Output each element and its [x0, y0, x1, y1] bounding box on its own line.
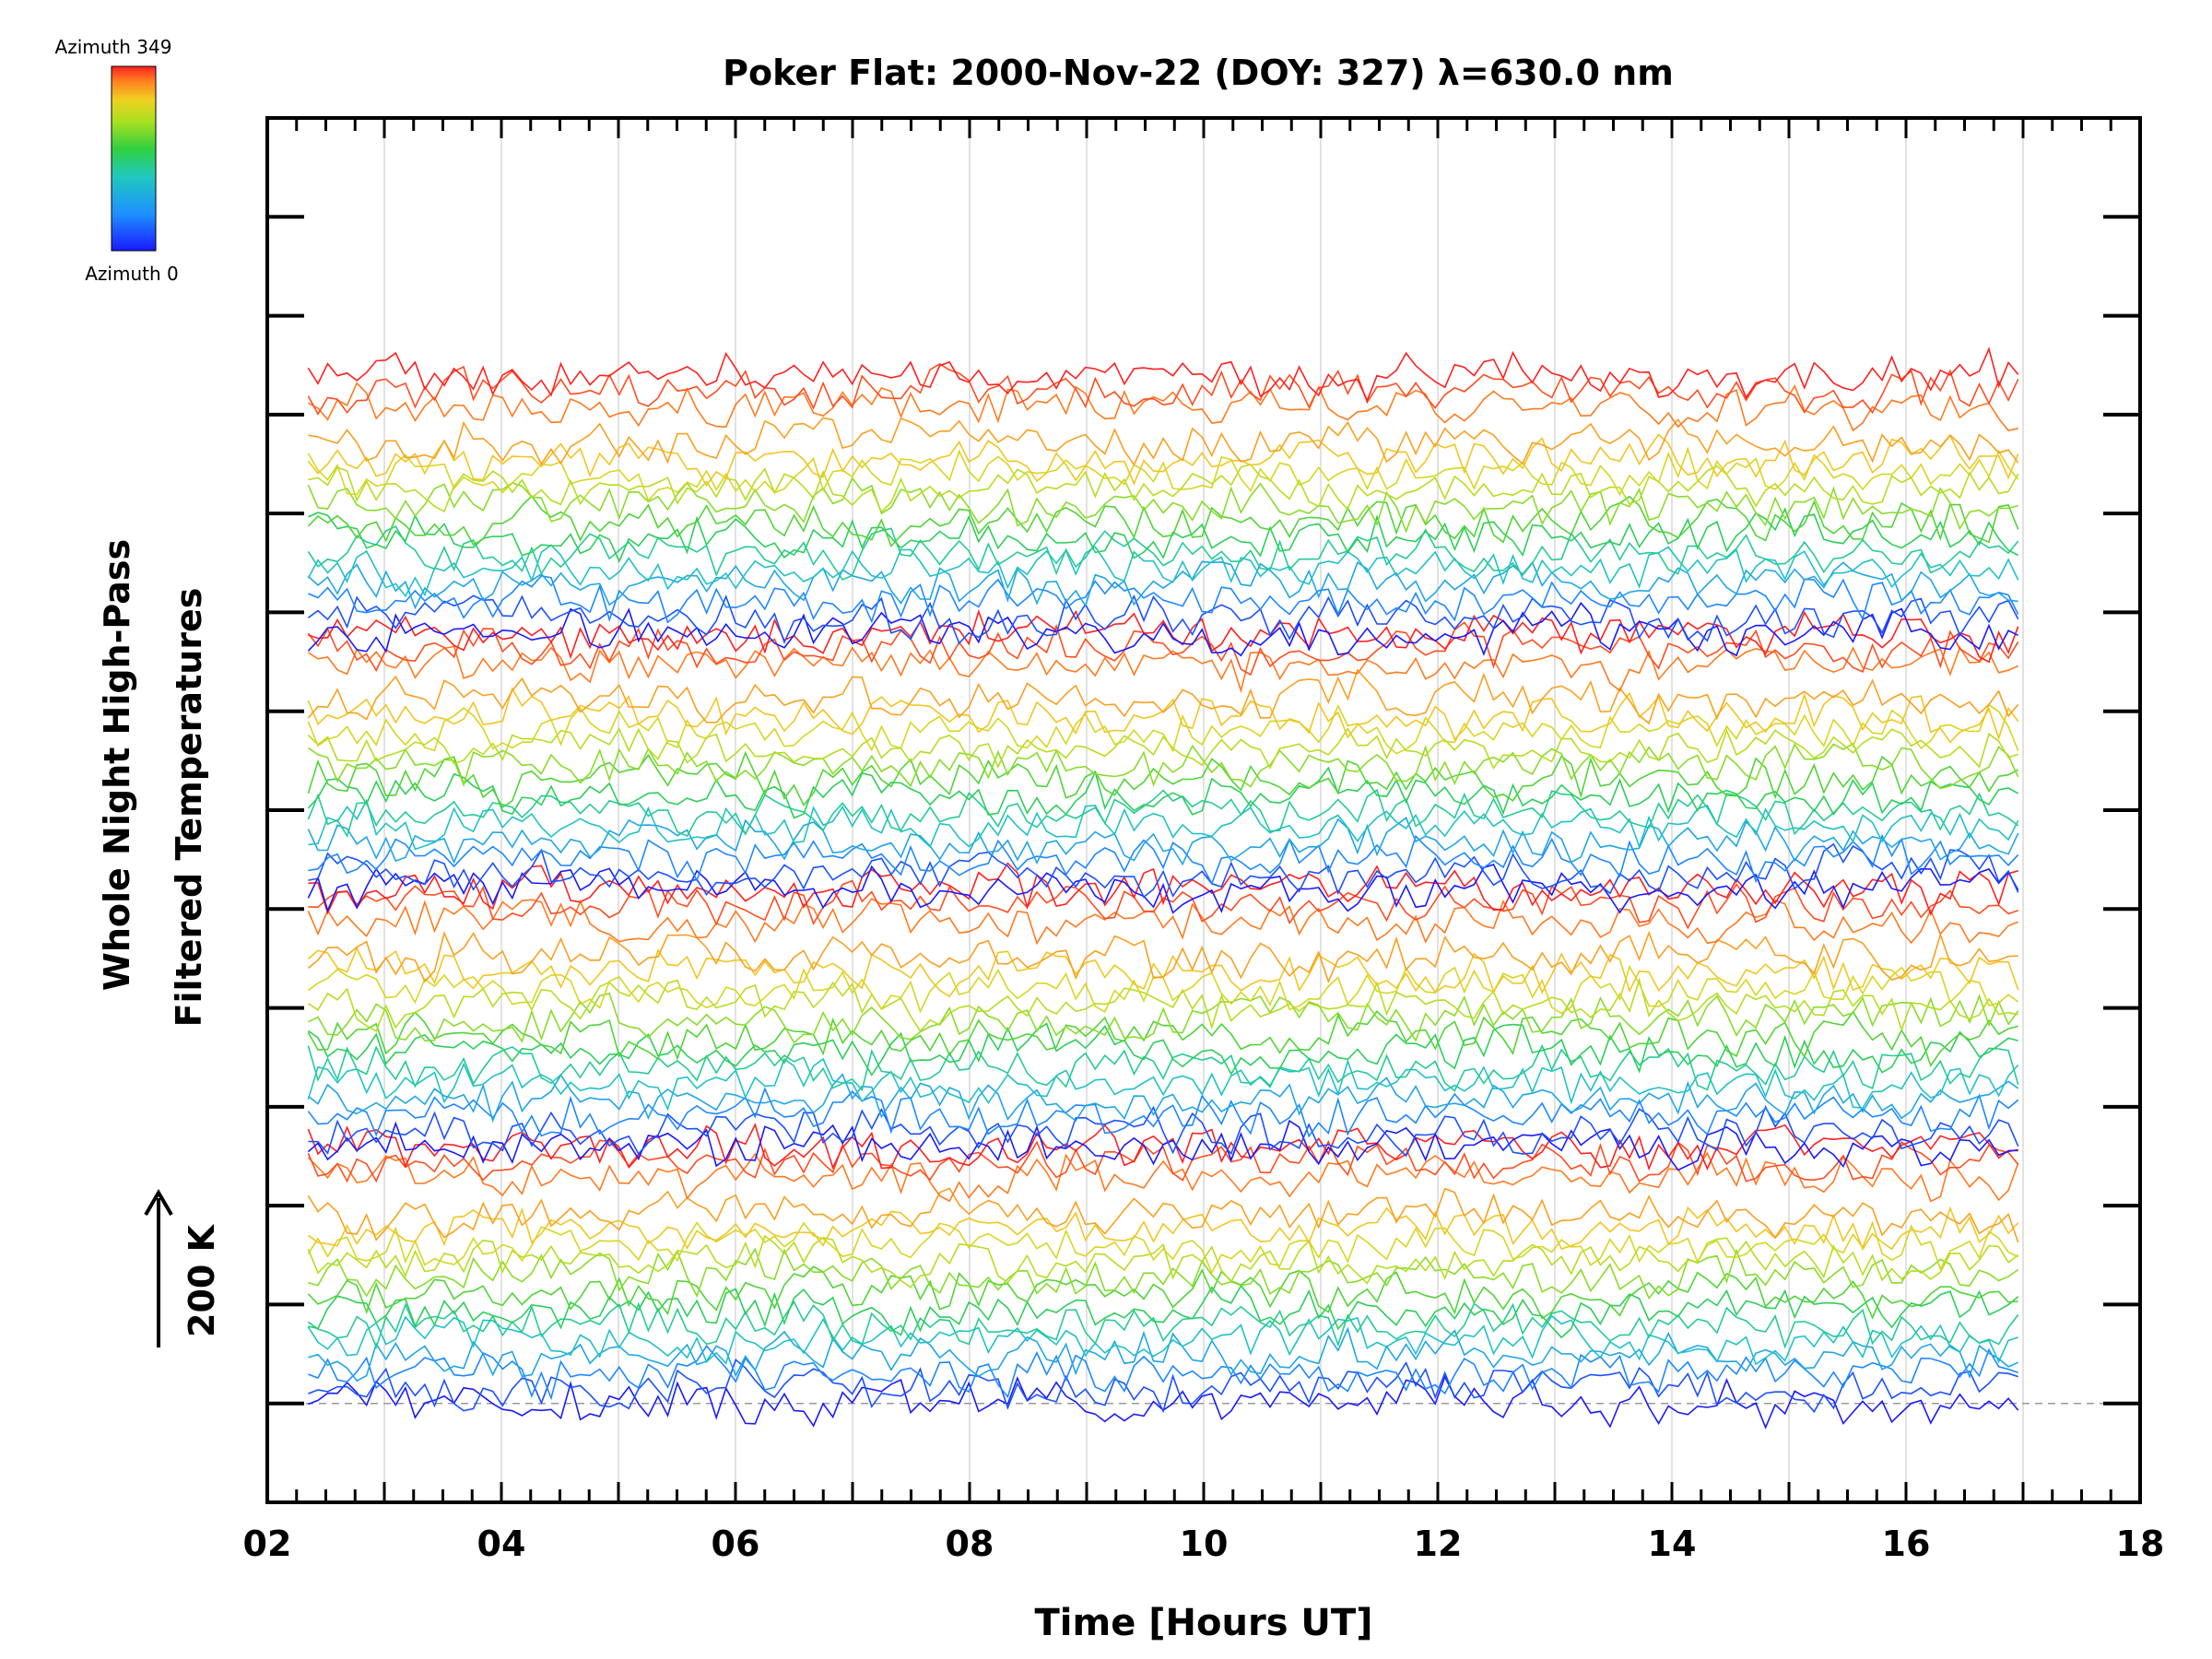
series-line: [307, 930, 2018, 984]
series-line: [307, 621, 2019, 677]
axis-ticks: [265, 116, 2142, 1504]
series-line: [308, 1247, 2019, 1300]
series-line: [307, 1206, 2019, 1251]
series-line: [307, 1073, 2019, 1124]
series-line: [307, 1043, 2019, 1092]
series-line: [307, 686, 2019, 744]
series-line: [307, 1010, 2018, 1067]
series-line: [307, 1139, 2019, 1183]
series-line: [308, 879, 2018, 930]
series-line: [307, 477, 2018, 534]
series-line: [307, 742, 2019, 790]
series-line: [307, 433, 2019, 488]
series-line: [308, 507, 2019, 563]
series-line: [307, 1300, 2019, 1350]
x-tick-label: 14: [1648, 1524, 1697, 1564]
x-tick-label: 04: [477, 1524, 526, 1564]
series-line: [308, 1344, 2018, 1401]
scale-arrow: [144, 1189, 173, 1347]
series-line: [307, 594, 2019, 645]
series-line: [308, 1284, 2019, 1339]
series-line: [307, 1234, 2019, 1288]
series-line: [307, 645, 2019, 694]
series-line: [307, 766, 2019, 819]
series-line: [307, 494, 2019, 547]
series-line: [307, 1022, 2018, 1077]
series-line: [307, 1119, 2018, 1171]
colorbar-gradient: [111, 65, 157, 252]
colorbar-bottom-label: Azimuth 0: [85, 263, 179, 285]
series-line: [307, 560, 2018, 610]
colorbar: Azimuth 349 Azimuth 0: [55, 36, 179, 285]
colorbar-top-label: Azimuth 349: [55, 36, 172, 58]
series-line: [307, 897, 2018, 946]
series-line: [307, 1187, 2019, 1243]
series-line: [308, 574, 2019, 624]
scale-label: 200 K: [182, 1223, 222, 1337]
series-line: [307, 1314, 2018, 1366]
series-line: [307, 1220, 2019, 1275]
series-line: [308, 463, 2019, 513]
series-line: [307, 1057, 2019, 1112]
series-line: [307, 1265, 2018, 1320]
series-line: [308, 842, 2019, 899]
series-line: [307, 727, 2018, 770]
series-line: [308, 862, 2018, 916]
series-line: [308, 798, 2019, 851]
series-line: [307, 544, 2019, 598]
series-line: [308, 1104, 2019, 1158]
series-line: [307, 864, 2019, 914]
series-line: [308, 1358, 2018, 1414]
y-axis-label-line2: Filtered Temperatures: [169, 588, 209, 1028]
series-line: [307, 964, 2019, 1015]
x-tick-label: 02: [243, 1524, 292, 1564]
series-line: [307, 703, 2019, 755]
series-line: [308, 1374, 2019, 1430]
x-axis-label: Time [Hours UT]: [1035, 1602, 1373, 1644]
series-line: [307, 446, 2019, 502]
x-tick-label: 10: [1180, 1524, 1229, 1564]
series-line: [307, 668, 2019, 725]
x-tick-label: 06: [712, 1524, 760, 1564]
series-line: [307, 750, 2019, 809]
series-line: [308, 608, 2019, 664]
series-line: [307, 601, 2019, 657]
x-tick-label: 16: [1882, 1524, 1931, 1564]
x-tick-label: 18: [2116, 1524, 2165, 1564]
series-line: [307, 347, 2019, 403]
series-line: [308, 1326, 2019, 1382]
series-line: [307, 977, 2018, 1033]
x-tick-labels: 02 04 06 08 10 12 14 16 18: [243, 1524, 2165, 1564]
series-line: [308, 417, 2019, 466]
series-line: [307, 817, 2019, 866]
grid-lines: [383, 118, 2024, 1502]
series-group: [307, 347, 2019, 1430]
series-line: [307, 525, 2019, 581]
x-tick-label: 12: [1414, 1524, 1463, 1564]
series-line: [307, 947, 2019, 998]
series-line: [307, 1151, 2019, 1203]
series-line: [307, 1087, 2019, 1138]
series-line: [308, 382, 2018, 432]
chart-title: Poker Flat: 2000-Nov-22 (DOY: 327) λ=630…: [723, 53, 1674, 93]
series-line: [307, 788, 2019, 838]
series-line: [307, 362, 2019, 416]
series-line: [308, 992, 2019, 1044]
x-tick-label: 08: [946, 1524, 994, 1564]
y-axis-label-line1: Whole Night High-Pass: [97, 539, 137, 991]
